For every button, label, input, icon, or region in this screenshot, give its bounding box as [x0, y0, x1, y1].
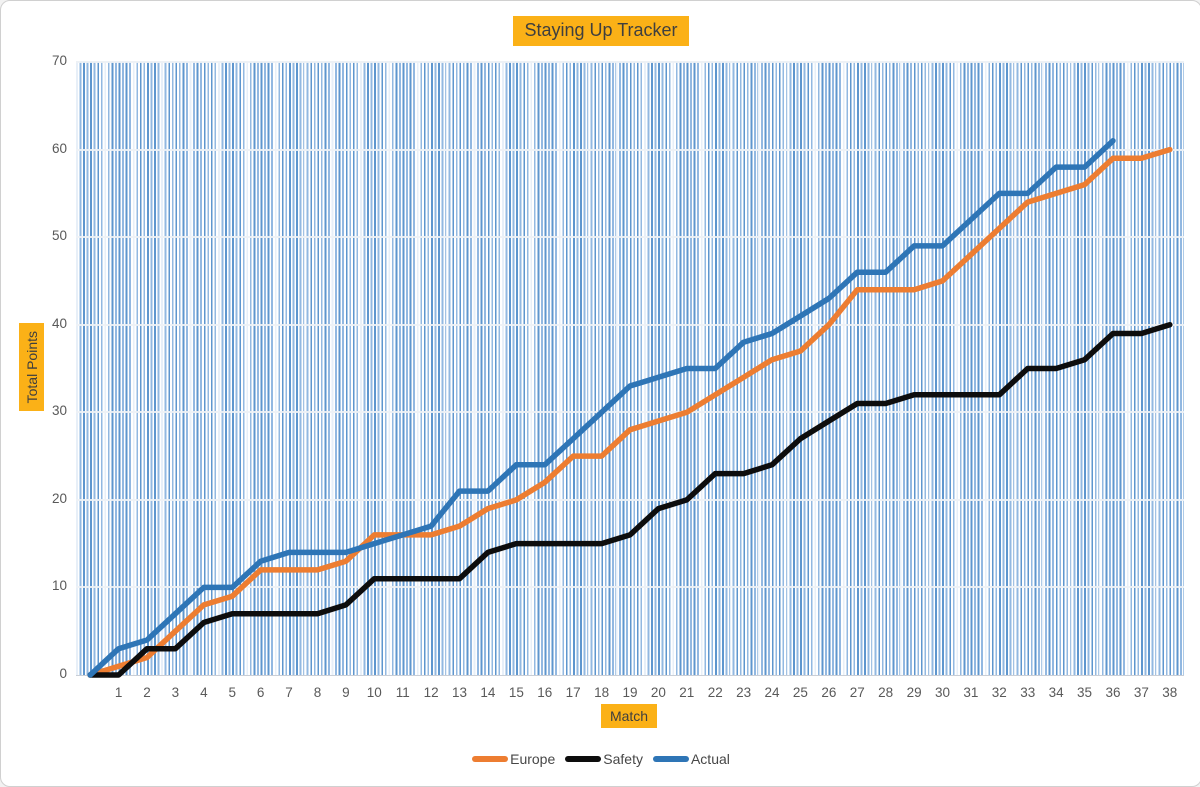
legend: Europe Safety Actual [1, 751, 1200, 767]
gridline-y60 [76, 148, 1184, 151]
legend-swatch-safety [565, 756, 602, 762]
y-tick-label-40: 40 [51, 315, 67, 331]
series-line-actual [87, 138, 1116, 678]
x-tick-label-14: 14 [480, 685, 496, 700]
legend-item-europe: Europe [472, 751, 555, 767]
legend-item-safety: Safety [565, 751, 643, 767]
y-tick-label-20: 20 [51, 490, 67, 506]
legend-swatch-europe [472, 756, 509, 762]
x-tick-label-6: 6 [256, 685, 265, 700]
legend-label-europe: Europe [510, 751, 556, 767]
y-axis-title: Total Points [19, 323, 44, 411]
x-tick-label-3: 3 [171, 685, 180, 700]
x-axis-title: Match [601, 704, 657, 728]
x-tick-label-22: 22 [707, 685, 723, 700]
x-tick-label-33: 33 [1020, 685, 1036, 700]
x-tick-label-19: 19 [622, 685, 638, 700]
x-tick-label-26: 26 [821, 685, 837, 700]
legend-item-actual: Actual [652, 751, 730, 767]
gridline-y30 [76, 411, 1184, 414]
x-tick-label-29: 29 [906, 685, 922, 700]
y-tick-label-70: 70 [51, 53, 67, 68]
x-tick-label-18: 18 [594, 685, 610, 700]
x-tick-label-30: 30 [934, 685, 951, 700]
page-title: Staying Up Tracker [1, 16, 1200, 46]
plot-area [76, 61, 1184, 678]
y-tick-label-0: 0 [59, 666, 67, 681]
x-tick-label-31: 31 [963, 685, 979, 700]
x-tick-label-2: 2 [143, 685, 151, 700]
x-tick-label-23: 23 [736, 685, 752, 700]
x-tick-label-12: 12 [423, 685, 439, 700]
series-plot-svg [87, 138, 1173, 678]
x-tick-label-38: 38 [1162, 685, 1178, 700]
x-tick-label-10: 10 [366, 685, 382, 700]
y-tick-label-30: 30 [51, 403, 67, 419]
x-tick-label-5: 5 [228, 685, 236, 700]
x-tick-label-37: 37 [1133, 685, 1149, 700]
x-tick-label-35: 35 [1077, 685, 1093, 700]
gridline-y10 [76, 586, 1184, 589]
y-tick-label-60: 60 [51, 140, 67, 156]
y-tick-label-50: 50 [51, 228, 67, 244]
y-tick-label-10: 10 [51, 578, 67, 594]
x-tick-label-27: 27 [849, 685, 865, 700]
x-tick-label-25: 25 [792, 685, 808, 700]
gridline-y20 [76, 498, 1184, 501]
x-tick-label-4: 4 [200, 685, 208, 700]
x-tick-label-16: 16 [537, 685, 553, 700]
legend-swatch-actual [652, 756, 689, 762]
x-tick-label-28: 28 [878, 685, 894, 700]
series-line-europe [87, 146, 1173, 678]
x-tick-label-36: 36 [1105, 685, 1121, 700]
gridline-y70 [76, 61, 1184, 63]
x-tick-label-7: 7 [285, 685, 293, 700]
x-tick-label-15: 15 [508, 685, 524, 700]
x-tick-label-32: 32 [991, 685, 1007, 700]
gridline-y40 [76, 323, 1184, 326]
x-tick-label-24: 24 [764, 685, 780, 700]
gridline-y50 [76, 236, 1184, 239]
x-tick-label-17: 17 [565, 685, 581, 700]
series-line-safety [87, 321, 1173, 678]
x-tick-label-11: 11 [395, 685, 410, 700]
x-tick-label-34: 34 [1048, 685, 1064, 700]
chart-title-highlight: Staying Up Tracker [513, 16, 689, 46]
x-tick-label-9: 9 [342, 685, 350, 700]
x-tick-label-20: 20 [650, 685, 666, 700]
x-tick-label-21: 21 [679, 685, 695, 700]
x-tick-label-8: 8 [313, 685, 322, 700]
legend-label-actual: Actual [690, 751, 730, 767]
x-tick-label-1: 1 [114, 685, 123, 700]
legend-label-safety: Safety [603, 751, 643, 767]
x-tick-label-13: 13 [452, 685, 468, 700]
